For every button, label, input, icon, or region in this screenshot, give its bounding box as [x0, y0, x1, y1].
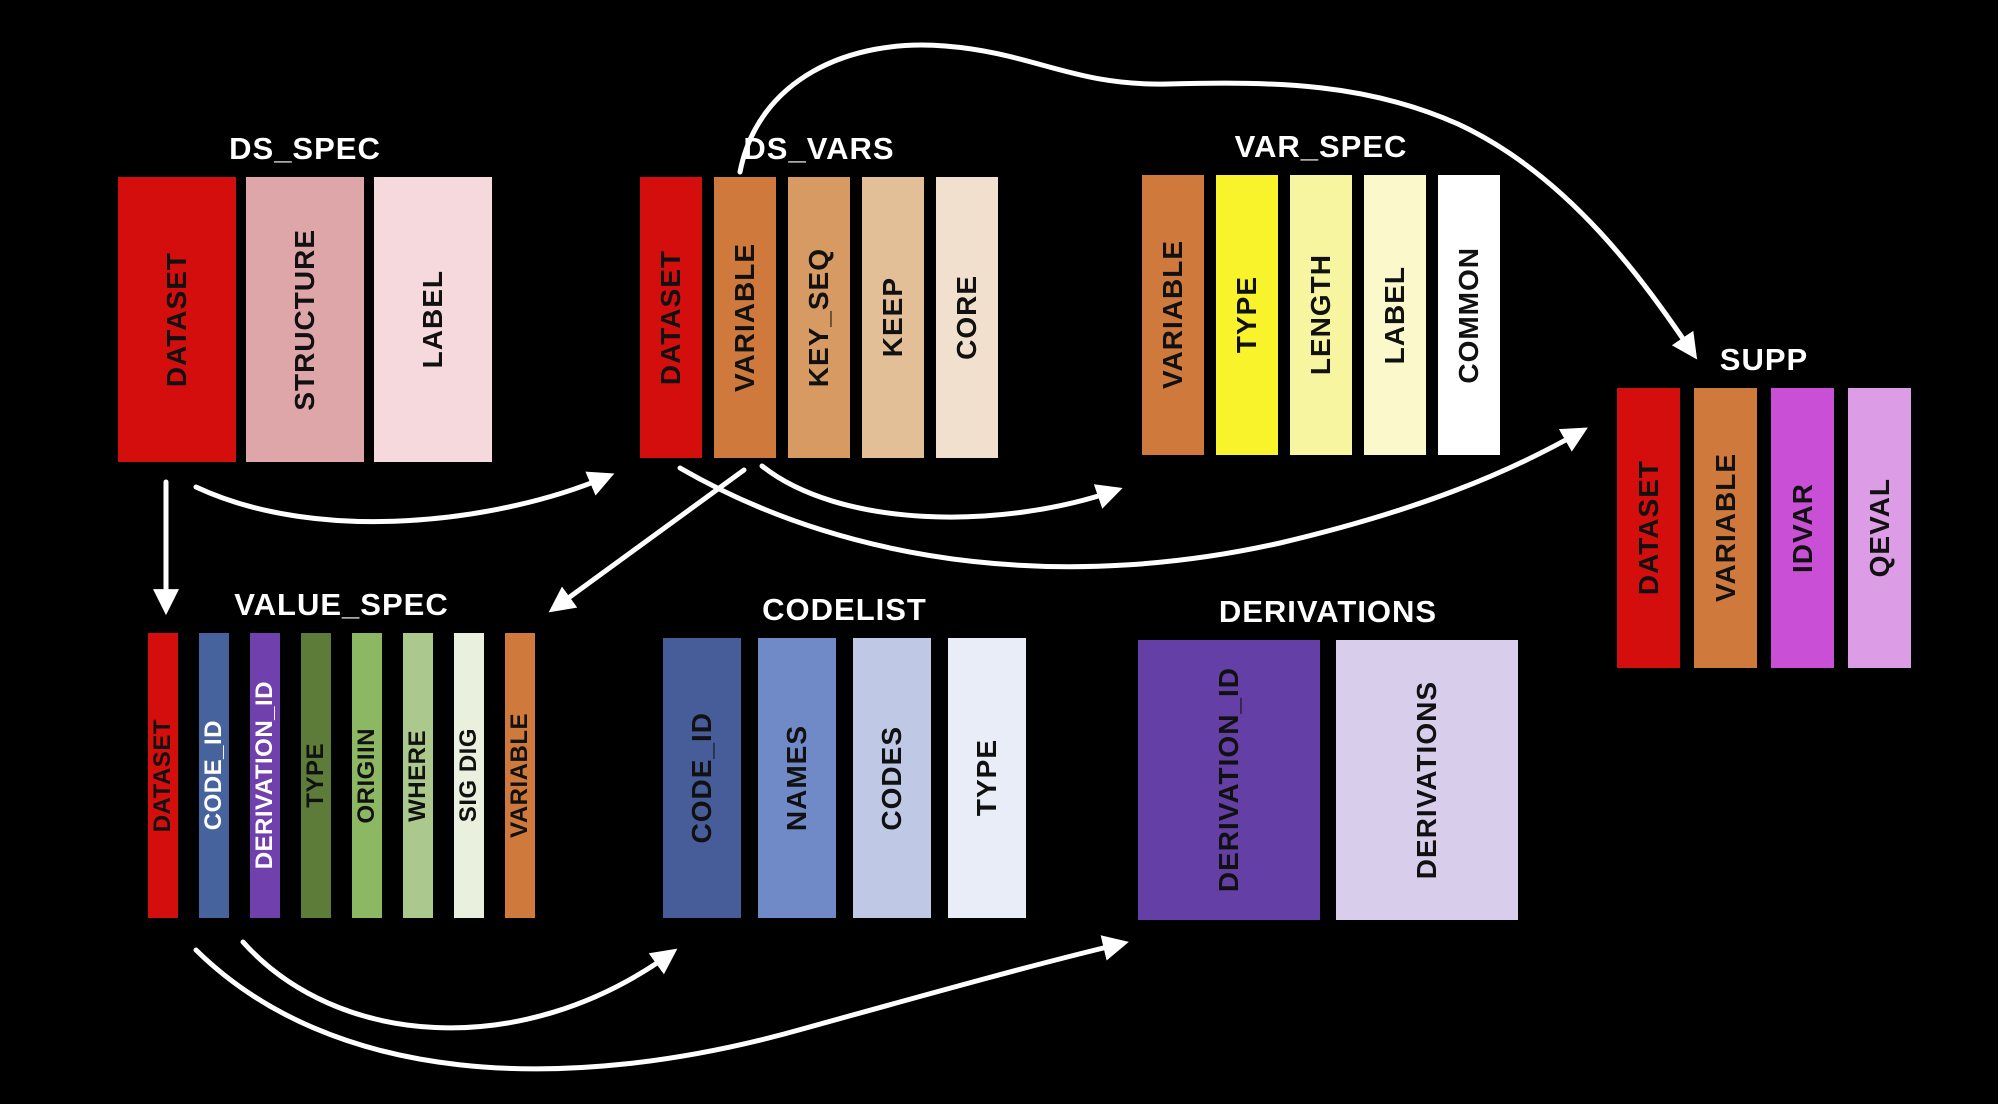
column-variable: VARIABLE — [505, 633, 535, 918]
column-label: VARIABLE — [1709, 453, 1741, 603]
column-variable: VARIABLE — [1142, 175, 1204, 455]
table-columns-derivations: DERIVATION_ID DERIVATIONS — [1138, 640, 1518, 920]
column-label: LABEL — [417, 270, 448, 369]
column-label: QEVAL — [1863, 478, 1895, 578]
table-title-derivations: DERIVATIONS — [1218, 594, 1438, 629]
table-columns-ds-spec: DATASET STRUCTURE LABEL — [118, 177, 492, 462]
column-label: STRUCTURE — [289, 228, 320, 411]
column-variable: VARIABLE — [714, 177, 776, 458]
column-origiin: ORIGIIN — [352, 633, 382, 918]
column-derivation-id: DERIVATION_ID — [250, 633, 280, 918]
column-label: DATASET — [1632, 460, 1664, 596]
table-columns-codelist: CODE_ID NAMES CODES TYPE — [663, 638, 1026, 918]
column-label: TYPE — [971, 739, 1002, 817]
column-label: IDVAR — [1786, 482, 1818, 574]
table-title-ds-vars: DS_VARS — [743, 131, 895, 166]
column-idvar: IDVAR — [1771, 388, 1834, 668]
column-code-id: CODE_ID — [199, 633, 229, 918]
column-sig-dig: SIG DIG — [454, 633, 484, 918]
column-label: LENGTH — [1305, 254, 1336, 376]
column-common: COMMON — [1438, 175, 1500, 455]
column-label: LABEL — [1364, 175, 1426, 455]
column-derivation-id: DERIVATION_ID — [1138, 640, 1320, 920]
column-label: KEY_SEQ — [803, 247, 834, 388]
table-value-spec: VALUE_SPEC DATASET CODE_ID DERIVATION_ID TY… — [148, 587, 535, 918]
arrow-value-spec-to-codelist — [240, 939, 678, 1031]
column-codes: CODES — [853, 638, 931, 918]
arrow-ds-vars-to-value-spec — [548, 467, 747, 613]
column-key-seq: KEY_SEQ — [788, 177, 850, 458]
column-label: CODE_ID — [200, 720, 227, 831]
arrow-ds-spec-to-ds-vars — [193, 471, 615, 525]
column-label: CORE — [951, 275, 982, 360]
column-type: TYPE — [948, 638, 1026, 918]
column-label: TYPE — [302, 743, 329, 808]
column-names: NAMES — [758, 638, 836, 918]
column-dataset: DATASET — [1617, 388, 1680, 668]
table-codelist: CODELIST CODE_ID NAMES CODES TYPE — [663, 592, 1026, 918]
column-label: ORIGIIN — [353, 727, 380, 824]
table-columns-ds-vars: DATASET VARIABLE KEY_SEQ KEEP CORE — [640, 177, 998, 458]
column-dataset: DATASET — [118, 177, 236, 462]
table-title-codelist: CODELIST — [762, 592, 927, 627]
column-label: CODE_ID — [686, 712, 717, 844]
column-label: NAMES — [781, 724, 812, 832]
table-columns-value-spec: DATASET CODE_ID DERIVATION_ID TYPE ORIGIIN WH… — [148, 633, 535, 918]
column-where: WHERE — [403, 633, 433, 918]
column-dataset: DATASET — [148, 633, 178, 918]
column-label: VARIABLE — [506, 713, 533, 838]
column-code-id: CODE_ID — [663, 638, 741, 918]
column-structure: STRUCTURE — [246, 177, 364, 462]
table-title-value-spec: VALUE_SPEC — [234, 587, 449, 622]
column-label: VARIABLE — [1157, 240, 1188, 390]
table-title-supp: SUPP — [1719, 342, 1809, 377]
column-label: DERIVATION_ID — [1213, 667, 1244, 893]
column-label: DATASET — [655, 249, 686, 386]
column-label: TYPE — [1231, 276, 1262, 354]
table-title-ds-spec: DS_SPEC — [229, 131, 381, 166]
column-label: DERIVATIONS — [1411, 680, 1442, 880]
column-core: CORE — [936, 177, 998, 458]
column-label: WHERE — [404, 729, 431, 822]
table-columns-supp: DATASET VARIABLE IDVAR QEVAL — [1617, 388, 1911, 668]
table-supp: SUPP DATASET VARIABLE IDVAR QEVAL — [1617, 342, 1911, 668]
column-label: KEEP — [877, 277, 908, 358]
table-ds-spec: DS_SPEC DATASET STRUCTURE LABEL — [118, 131, 492, 462]
table-columns-var-spec: VARIABLE TYPE LENGTH LABEL COMMON — [1142, 175, 1500, 455]
column-length: LENGTH — [1290, 175, 1352, 455]
table-title-var-spec: VAR_SPEC — [1234, 129, 1408, 164]
column-variable: VARIABLE — [1694, 388, 1757, 668]
table-var-spec: VAR_SPEC VARIABLE TYPE LENGTH LABEL COMMON — [1142, 129, 1500, 455]
column-label: DATASET — [149, 718, 176, 833]
column-label: LABEL — [374, 177, 492, 462]
column-label: LABEL — [1379, 265, 1410, 365]
column-type: TYPE — [1216, 175, 1278, 455]
column-label: VARIABLE — [729, 242, 760, 393]
column-derivations: DERIVATIONS — [1336, 640, 1518, 920]
column-label: CODES — [876, 725, 907, 831]
column-qeval: QEVAL — [1848, 388, 1911, 668]
table-derivations: DERIVATIONS DERIVATION_ID DERIVATIONS — [1138, 594, 1518, 920]
column-dataset: DATASET — [640, 177, 702, 458]
table-ds-vars: DS_VARS DATASET VARIABLE KEY_SEQ KEEP CORE — [640, 131, 998, 458]
arrow-value-spec-to-derivations — [193, 935, 1129, 1072]
column-label: DERIVATION_ID — [251, 681, 278, 870]
column-label: COMMON — [1453, 246, 1484, 384]
arrow-ds-vars-to-var-spec — [759, 463, 1123, 520]
column-keep: KEEP — [862, 177, 924, 458]
column-label: SIG DIG — [455, 728, 482, 823]
column-label: DATASET — [161, 251, 192, 388]
column-type: TYPE — [301, 633, 331, 918]
